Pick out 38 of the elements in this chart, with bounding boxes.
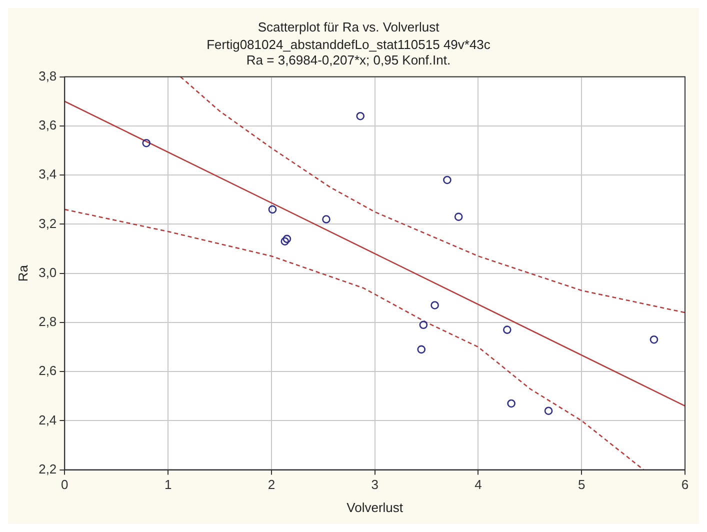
point bbox=[280, 237, 290, 246]
text: Ra = 3,6984-0,207*x; 0,95 Konf.Int. bbox=[246, 52, 451, 68]
point bbox=[507, 399, 516, 408]
x-tick-label: 0 bbox=[61, 477, 68, 492]
point bbox=[322, 215, 330, 224]
line-series bbox=[64, 208, 644, 470]
y-tick-label: 3,6 bbox=[38, 118, 57, 133]
x-tick-label: 5 bbox=[578, 477, 586, 492]
point bbox=[268, 205, 277, 214]
x-tick-label: 3 bbox=[371, 477, 378, 492]
point bbox=[503, 326, 512, 334]
y-tick-label: 2,8 bbox=[38, 314, 57, 330]
point bbox=[430, 301, 439, 310]
x-tick-label: 6 bbox=[681, 477, 689, 492]
x-tick-label: 2 bbox=[268, 477, 276, 492]
point bbox=[544, 406, 553, 415]
y-tick-label: 2,2 bbox=[38, 461, 57, 476]
point bbox=[443, 176, 452, 184]
y-tick-label: 3,2 bbox=[38, 216, 57, 231]
point bbox=[454, 212, 463, 221]
line-series bbox=[180, 76, 685, 314]
y-tick-label: 3,4 bbox=[38, 166, 57, 182]
y-tick-label: 3,0 bbox=[38, 264, 57, 280]
y-tick-label: 2,4 bbox=[38, 412, 57, 428]
y-tick-label: 3,8 bbox=[38, 68, 57, 84]
x-tick-label: 1 bbox=[164, 477, 172, 492]
chart-subtitle: Fertig081024_abstanddefLo_stat110515 49v*43c bbox=[206, 36, 491, 52]
point bbox=[356, 112, 365, 120]
point bbox=[650, 335, 658, 344]
chart-title: Scatterplot für Ra vs. Volverlust bbox=[258, 19, 440, 34]
x-tick-label: 4 bbox=[474, 477, 482, 492]
point bbox=[417, 345, 426, 354]
y-tick-label: 2,6 bbox=[38, 363, 57, 378]
point bbox=[142, 138, 150, 148]
point bbox=[419, 320, 428, 330]
point bbox=[282, 234, 292, 244]
x-axis-title: Volverlust bbox=[346, 500, 404, 515]
y-axis-title: Ra bbox=[15, 264, 30, 282]
